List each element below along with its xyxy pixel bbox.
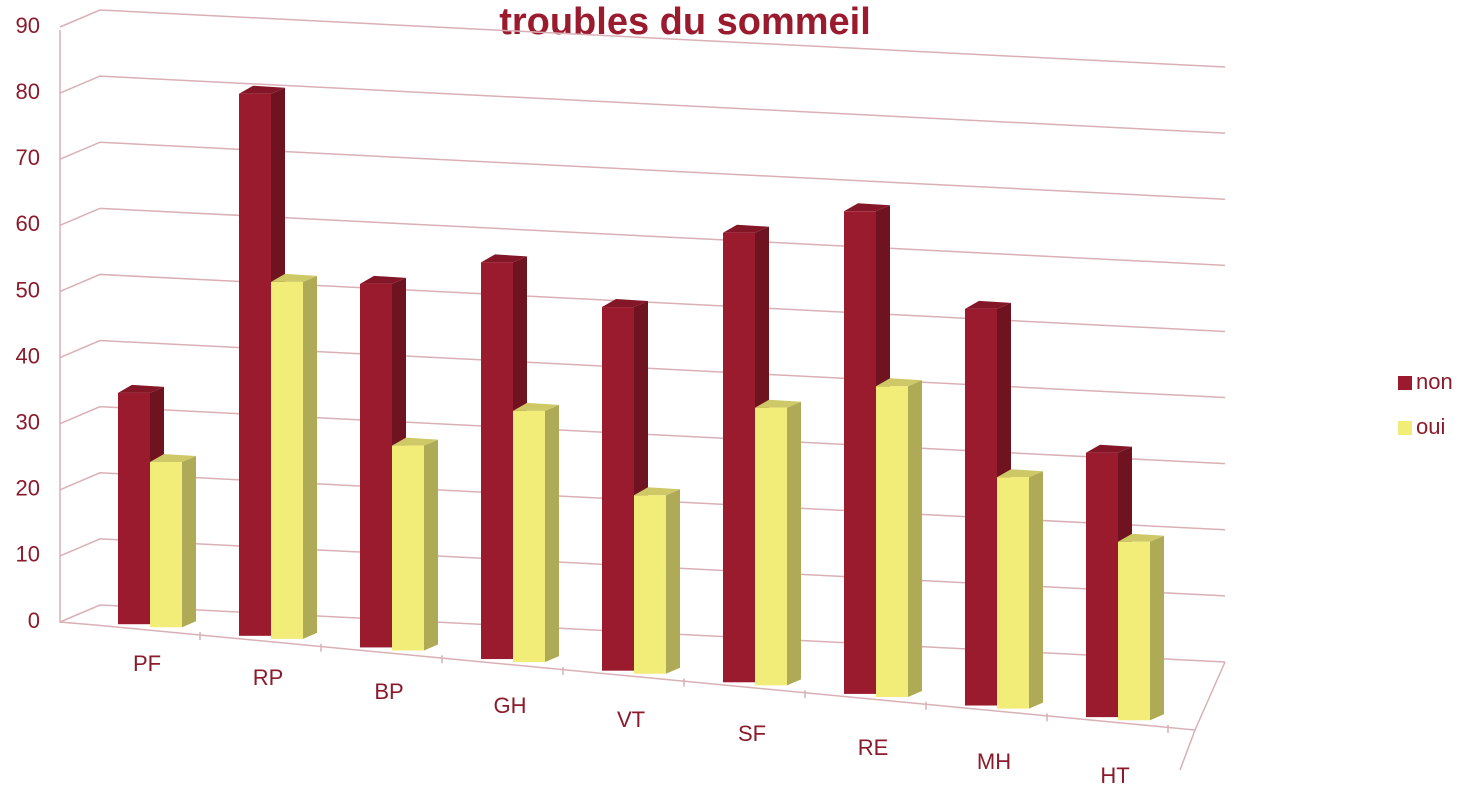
bar-front	[1086, 452, 1118, 718]
x-tick-label: HT	[1100, 763, 1129, 788]
y-tick-label: 30	[16, 409, 40, 434]
bar-front	[723, 232, 755, 683]
bar-side	[787, 401, 801, 686]
y-tick-label: 40	[16, 343, 40, 368]
bar-side	[1029, 471, 1043, 709]
bar-front	[997, 477, 1029, 709]
x-tick-label: PF	[133, 651, 161, 676]
bar-top	[634, 487, 680, 496]
bar-top	[1118, 533, 1164, 542]
bar-top	[876, 378, 922, 387]
bar-top	[755, 399, 801, 408]
grid-line	[59, 9, 1226, 68]
x-tick-label: BP	[374, 679, 403, 704]
bar-front	[755, 407, 787, 686]
x-tick-label: GH	[494, 693, 527, 718]
bar	[271, 273, 317, 639]
bar-top	[118, 384, 164, 393]
legend-swatch	[1398, 421, 1412, 435]
bar	[876, 378, 922, 697]
bar-front	[634, 495, 666, 674]
y-tick-label: 50	[16, 277, 40, 302]
legend-label: oui	[1416, 414, 1445, 439]
y-tick-label: 60	[16, 211, 40, 236]
y-tick-label: 70	[16, 145, 40, 170]
bar	[634, 487, 680, 674]
bar-front	[602, 307, 634, 671]
bar-front	[271, 281, 303, 639]
bar-top	[150, 454, 196, 463]
grid-line	[59, 207, 1226, 267]
bar-top	[239, 85, 285, 94]
bar-top	[602, 299, 648, 308]
bar-front	[1118, 541, 1150, 721]
y-tick-label: 20	[16, 476, 40, 501]
y-tick-label: 80	[16, 79, 40, 104]
bar-side	[908, 380, 922, 697]
y-tick-label: 10	[16, 542, 40, 567]
bar-top	[723, 224, 769, 233]
grid-line	[59, 75, 1226, 134]
bar-front	[844, 211, 876, 694]
grid-line	[59, 141, 1226, 200]
right-wall-edge	[1194, 661, 1226, 731]
bar-top	[844, 203, 890, 212]
bar-side	[424, 439, 438, 651]
y-tick-label: 0	[28, 608, 40, 633]
bar-top	[271, 273, 317, 282]
bar-top	[360, 275, 406, 284]
bar-top	[1086, 444, 1132, 453]
x-tick-label: SF	[738, 721, 766, 746]
x-tick-label: RE	[858, 735, 889, 760]
wall-edge	[59, 30, 1197, 771]
bar-front	[239, 93, 271, 636]
chart-title: troubles du sommeil	[499, 1, 871, 43]
bar-front	[965, 308, 997, 706]
bar-front	[118, 392, 150, 625]
bar-front	[360, 283, 392, 648]
bar-side	[1150, 535, 1164, 721]
bar	[997, 469, 1043, 709]
bar-top	[392, 437, 438, 446]
x-tick-label: MH	[977, 749, 1011, 774]
bar-top	[481, 254, 527, 263]
bar-top	[997, 469, 1043, 478]
bar-front	[481, 262, 513, 660]
bar	[1118, 533, 1164, 721]
legend-swatch	[1398, 376, 1412, 390]
bar	[150, 454, 196, 628]
bar-front	[392, 445, 424, 651]
x-tick-label: RP	[253, 665, 284, 690]
bar	[755, 399, 801, 686]
bar-side	[303, 275, 317, 639]
y-tick-label: 90	[16, 13, 40, 38]
bar-front	[876, 386, 908, 697]
bar-top	[513, 402, 559, 411]
bar	[392, 437, 438, 651]
bar-side	[182, 456, 196, 628]
bar-front	[513, 410, 545, 663]
bar-front	[150, 462, 182, 628]
bar-side	[545, 404, 559, 663]
bar-side	[666, 489, 680, 674]
legend-label: non	[1416, 369, 1453, 394]
bar	[513, 402, 559, 663]
bar-top	[965, 300, 1011, 309]
x-tick-label: VT	[617, 707, 645, 732]
